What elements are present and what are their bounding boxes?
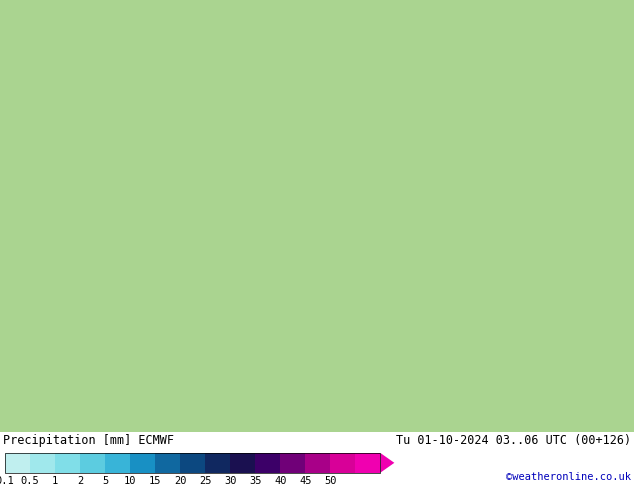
Text: 0.1: 0.1 xyxy=(0,475,15,486)
Bar xyxy=(180,453,205,473)
Bar xyxy=(30,453,55,473)
Text: 5: 5 xyxy=(102,475,108,486)
Text: 25: 25 xyxy=(199,475,212,486)
Text: 2: 2 xyxy=(77,475,83,486)
Bar xyxy=(330,453,356,473)
Text: 15: 15 xyxy=(149,475,162,486)
Bar xyxy=(205,453,230,473)
Text: Tu 01-10-2024 03..06 UTC (00+126): Tu 01-10-2024 03..06 UTC (00+126) xyxy=(396,434,631,447)
Bar xyxy=(230,453,256,473)
Text: 1: 1 xyxy=(52,475,58,486)
Bar xyxy=(155,453,180,473)
Bar xyxy=(5,453,30,473)
Bar xyxy=(280,453,306,473)
Text: Precipitation [mm] ECMWF: Precipitation [mm] ECMWF xyxy=(3,434,174,447)
Bar xyxy=(5,453,380,473)
Polygon shape xyxy=(380,453,394,473)
Text: 30: 30 xyxy=(224,475,236,486)
Bar xyxy=(256,453,280,473)
Text: 0.5: 0.5 xyxy=(21,475,39,486)
Text: 50: 50 xyxy=(324,475,337,486)
Text: 40: 40 xyxy=(274,475,287,486)
Bar xyxy=(105,453,130,473)
Text: 35: 35 xyxy=(249,475,262,486)
Bar xyxy=(80,453,105,473)
Text: 45: 45 xyxy=(299,475,311,486)
Text: ©weatheronline.co.uk: ©weatheronline.co.uk xyxy=(506,472,631,482)
Bar xyxy=(55,453,80,473)
Bar xyxy=(130,453,155,473)
Bar xyxy=(356,453,380,473)
Text: 20: 20 xyxy=(174,475,186,486)
FancyBboxPatch shape xyxy=(0,0,634,432)
Text: 10: 10 xyxy=(124,475,136,486)
Bar xyxy=(306,453,330,473)
